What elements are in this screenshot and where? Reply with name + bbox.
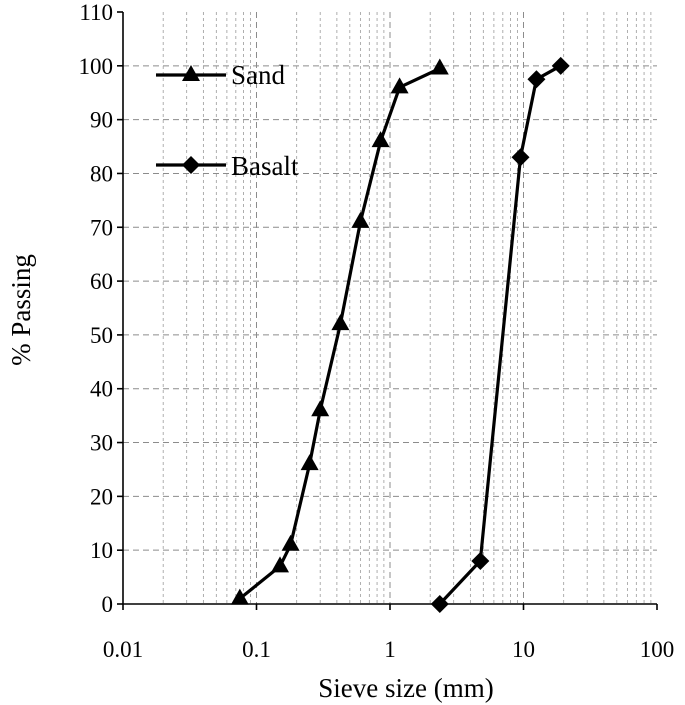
data-point-basalt (511, 148, 530, 167)
y-tick-label: 50 (90, 323, 113, 348)
y-axis-ticks: 0 10 20 30 40 50 60 70 80 90 100 110 (79, 0, 123, 617)
legend: Sand Basalt (156, 60, 299, 181)
legend-sand-label: Sand (231, 60, 286, 90)
data-point-sand (311, 400, 330, 417)
y-tick-label: 90 (90, 108, 113, 133)
data-point-basalt (551, 56, 570, 75)
legend-sand-triangle-icon (182, 65, 200, 81)
y-tick-label: 20 (90, 484, 113, 509)
y-tick-label: 100 (79, 54, 114, 79)
x-axis-title: Sieve size (mm) (318, 673, 493, 703)
data-point-basalt (471, 551, 490, 570)
y-tick-label: 110 (79, 0, 113, 25)
legend-basalt-diamond-icon (182, 156, 200, 174)
data-point-sand (351, 211, 370, 228)
x-tick-label: 100 (640, 637, 675, 662)
y-tick-label: 60 (90, 269, 113, 294)
x-tick-label: 0.1 (242, 637, 271, 662)
x-tick-label: 10 (512, 637, 535, 662)
x-tick-label: 1 (384, 637, 396, 662)
grid (123, 12, 657, 604)
data-point-sand (331, 314, 350, 331)
series-basalt (430, 56, 570, 613)
y-tick-label: 40 (90, 377, 113, 402)
data-point-sand (390, 77, 409, 94)
data-point-sand (371, 131, 390, 148)
x-tick-label: 0.01 (103, 637, 143, 662)
data-point-sand (271, 556, 290, 573)
data-point-basalt (527, 70, 546, 89)
y-tick-label: 0 (102, 592, 114, 617)
y-tick-label: 70 (90, 215, 113, 240)
y-tick-label: 80 (90, 161, 113, 186)
data-point-sand (430, 58, 449, 75)
y-tick-label: 10 (90, 538, 113, 563)
data-point-basalt (430, 595, 449, 613)
data-point-sand (281, 534, 300, 551)
x-axis-ticks: 0.01 0.1 1 10 100 (103, 604, 674, 662)
y-tick-label: 30 (90, 431, 113, 456)
series-sand (230, 58, 449, 605)
series (230, 56, 570, 613)
legend-basalt-label: Basalt (231, 151, 299, 181)
y-axis-title: % Passing (6, 254, 36, 366)
series-line-sand (238, 67, 441, 600)
data-point-sand (230, 588, 249, 605)
data-point-sand (300, 454, 319, 471)
